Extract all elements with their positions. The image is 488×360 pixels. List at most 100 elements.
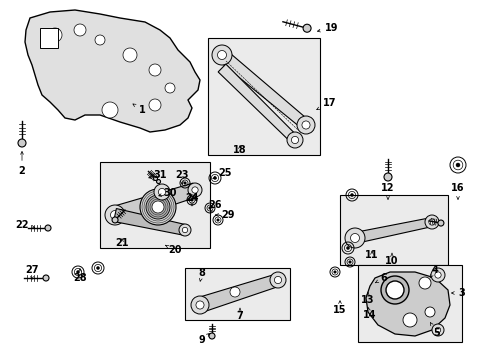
- Circle shape: [455, 163, 459, 167]
- Bar: [207, 38, 319, 155]
- Bar: [339, 195, 447, 265]
- Circle shape: [296, 116, 314, 134]
- Circle shape: [95, 35, 105, 45]
- Text: 19: 19: [317, 23, 338, 33]
- Text: 14: 14: [363, 307, 376, 320]
- Text: 16: 16: [450, 183, 464, 199]
- Text: 29: 29: [215, 210, 234, 220]
- Circle shape: [380, 276, 408, 304]
- Text: 21: 21: [115, 238, 128, 248]
- Circle shape: [213, 176, 216, 180]
- Circle shape: [229, 287, 240, 297]
- Circle shape: [146, 195, 170, 219]
- Text: 5: 5: [429, 323, 440, 338]
- Circle shape: [149, 64, 161, 76]
- Circle shape: [179, 224, 191, 236]
- Text: 26: 26: [208, 200, 221, 213]
- Circle shape: [110, 211, 119, 220]
- Circle shape: [191, 187, 198, 193]
- Circle shape: [303, 24, 310, 32]
- Circle shape: [208, 333, 215, 339]
- Text: 18: 18: [233, 145, 246, 155]
- Circle shape: [434, 327, 440, 333]
- Circle shape: [96, 266, 99, 270]
- Circle shape: [158, 188, 165, 195]
- Circle shape: [164, 83, 175, 93]
- Text: 11: 11: [365, 250, 378, 260]
- Circle shape: [105, 205, 125, 225]
- Text: 24: 24: [185, 193, 198, 206]
- Circle shape: [217, 50, 226, 59]
- Circle shape: [428, 219, 434, 225]
- Text: 13: 13: [361, 292, 374, 305]
- Circle shape: [216, 219, 219, 221]
- Circle shape: [345, 228, 364, 248]
- Text: 22: 22: [15, 220, 35, 230]
- Circle shape: [348, 261, 350, 263]
- Circle shape: [187, 183, 202, 197]
- Circle shape: [153, 176, 157, 180]
- Circle shape: [123, 48, 137, 62]
- Circle shape: [350, 234, 359, 243]
- Text: 8: 8: [198, 268, 205, 281]
- Circle shape: [18, 139, 26, 147]
- Circle shape: [48, 28, 62, 42]
- Circle shape: [191, 296, 208, 314]
- Circle shape: [269, 272, 285, 288]
- Text: 25: 25: [212, 168, 231, 179]
- Circle shape: [196, 301, 203, 309]
- Polygon shape: [217, 50, 309, 129]
- Text: 12: 12: [381, 183, 394, 199]
- Circle shape: [430, 268, 444, 282]
- Polygon shape: [112, 183, 197, 224]
- Circle shape: [402, 313, 416, 327]
- Circle shape: [418, 277, 430, 289]
- Circle shape: [149, 99, 161, 111]
- Circle shape: [154, 184, 170, 200]
- Text: 1: 1: [133, 104, 145, 115]
- Text: 3: 3: [450, 288, 465, 298]
- Circle shape: [74, 24, 86, 36]
- Text: 6: 6: [375, 273, 386, 283]
- Circle shape: [43, 275, 49, 281]
- Polygon shape: [218, 64, 298, 143]
- Bar: [357, 265, 461, 342]
- Circle shape: [383, 173, 391, 181]
- Text: 7: 7: [236, 308, 243, 321]
- Circle shape: [183, 182, 186, 184]
- Circle shape: [350, 194, 353, 197]
- Text: 9: 9: [198, 333, 209, 345]
- Text: 30: 30: [159, 188, 176, 198]
- Text: 10: 10: [385, 253, 398, 266]
- Circle shape: [182, 227, 187, 233]
- Circle shape: [333, 271, 336, 273]
- Circle shape: [291, 136, 298, 144]
- Circle shape: [208, 207, 211, 209]
- Bar: [100, 162, 209, 248]
- Text: 23: 23: [175, 170, 188, 184]
- Circle shape: [286, 132, 303, 148]
- Polygon shape: [353, 217, 432, 243]
- Circle shape: [156, 180, 160, 184]
- Bar: [184, 268, 289, 320]
- Circle shape: [301, 121, 309, 129]
- Circle shape: [274, 276, 281, 284]
- Circle shape: [434, 272, 440, 278]
- Text: 28: 28: [73, 269, 87, 283]
- Text: 27: 27: [25, 265, 39, 279]
- Circle shape: [152, 201, 163, 213]
- Circle shape: [385, 281, 403, 299]
- Circle shape: [424, 307, 434, 317]
- Polygon shape: [197, 274, 279, 312]
- Circle shape: [190, 199, 193, 201]
- Circle shape: [385, 277, 397, 289]
- Text: 31: 31: [148, 170, 166, 180]
- Circle shape: [102, 102, 118, 118]
- Text: 15: 15: [332, 301, 346, 315]
- Circle shape: [424, 215, 438, 229]
- Circle shape: [346, 247, 349, 249]
- Circle shape: [437, 220, 443, 226]
- Polygon shape: [365, 272, 449, 336]
- Polygon shape: [113, 208, 186, 235]
- Circle shape: [112, 217, 118, 223]
